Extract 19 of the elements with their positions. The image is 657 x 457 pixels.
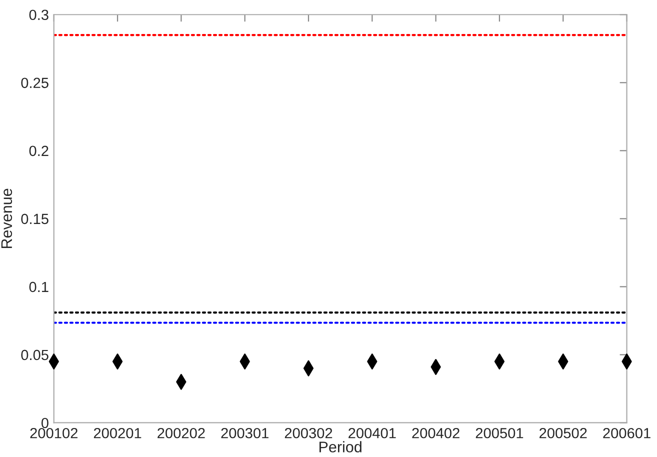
x-tick-label: 200402 [412,428,460,438]
y-axis-title: Revenue [1,188,12,248]
y-tick-label: 0.25 [21,78,48,88]
y-tick-label: 0.3 [29,10,48,20]
x-tick-label: 200202 [158,428,205,438]
x-tick-label: 200501 [476,428,524,438]
x-tick-label: 200102 [30,428,78,438]
x-tick-label: 200201 [94,428,142,438]
x-tick-label: 200401 [348,428,396,438]
y-tick-label: 0.2 [29,146,48,156]
x-tick-label: 200302 [284,428,332,438]
y-tick-label: 0 [41,418,48,428]
x-tick-label: 200601 [603,428,650,438]
x-axis-title: Period [320,441,362,452]
y-tick-label: 0.15 [21,214,48,224]
y-tick-label: 0.05 [21,350,48,360]
x-tick-label: 200502 [540,428,587,438]
y-tick-label: 0.1 [29,282,48,292]
x-tick-label: 200301 [221,428,268,438]
